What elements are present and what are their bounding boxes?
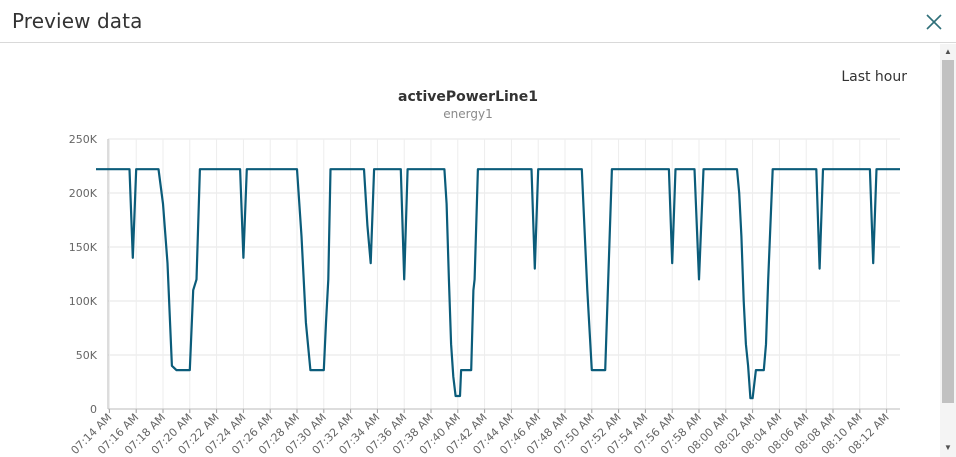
scroll-down-icon[interactable]: ▼ [944,443,952,452]
y-tick-label: 0 [90,403,97,416]
y-tick-label: 50K [76,349,98,362]
close-button[interactable] [922,10,946,34]
time-range-label[interactable]: Last hour [841,69,907,85]
scroll-up-icon[interactable]: ▲ [944,47,952,56]
y-tick-label: 150K [69,241,98,254]
y-tick-label: 250K [69,133,98,146]
close-icon [926,14,942,30]
dialog-title: Preview data [12,9,143,33]
dialog-header: Preview data [0,0,956,43]
y-tick-label: 200K [69,187,98,200]
chart-subtitle: energy1 [443,107,493,121]
chart-title: activePowerLine1 [398,89,538,105]
scrollbar-thumb[interactable] [942,60,954,403]
y-tick-label: 100K [69,295,98,308]
series-line [96,168,900,400]
